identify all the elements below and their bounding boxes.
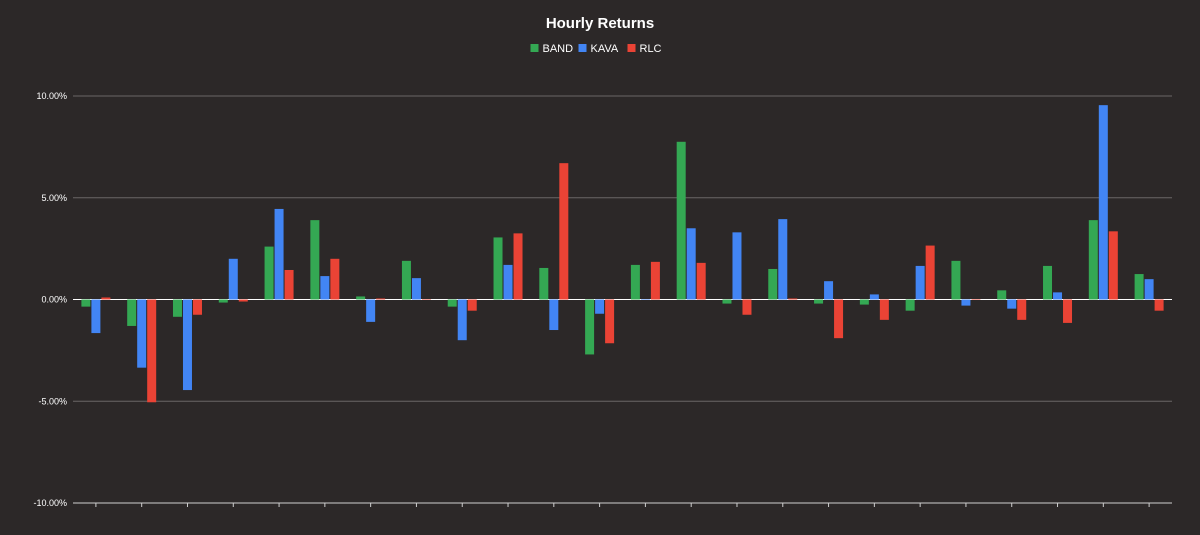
bar-kava-5 bbox=[320, 276, 330, 300]
bar-kava-8 bbox=[457, 299, 467, 341]
bar-band-9 bbox=[493, 237, 503, 300]
bar-band-11 bbox=[585, 299, 595, 355]
bar-rlc-3 bbox=[238, 299, 248, 302]
bar-rlc-17 bbox=[879, 299, 889, 320]
bar-rlc-12 bbox=[650, 261, 660, 300]
legend-label: BAND bbox=[543, 43, 574, 55]
bar-band-16 bbox=[814, 299, 824, 304]
y-tick-label: 5.00% bbox=[41, 193, 67, 203]
y-tick-label: -5.00% bbox=[38, 396, 67, 406]
bar-kava-15 bbox=[778, 219, 788, 300]
bar-band-10 bbox=[539, 267, 549, 300]
bar-rlc-22 bbox=[1108, 231, 1118, 300]
bar-band-7 bbox=[401, 260, 411, 300]
bar-band-0 bbox=[81, 299, 91, 307]
bar-kava-1 bbox=[137, 299, 147, 368]
bar-kava-0 bbox=[91, 299, 101, 334]
bar-kava-4 bbox=[274, 208, 284, 300]
legend-item-rlc: RLC bbox=[627, 43, 662, 55]
y-axis-ticks: 10.00% 5.00% 0.00% -5.00% -10.00% bbox=[33, 91, 67, 508]
bar-kava-18 bbox=[915, 265, 925, 300]
legend: BAND KAVA RLC bbox=[530, 43, 662, 55]
bar-band-17 bbox=[859, 299, 869, 305]
bar-rlc-21 bbox=[1063, 299, 1073, 323]
gridlines bbox=[73, 95, 1172, 402]
bar-kava-2 bbox=[182, 299, 192, 391]
bars bbox=[81, 105, 1164, 403]
legend-label: KAVA bbox=[591, 43, 619, 55]
bar-rlc-23 bbox=[1154, 299, 1164, 311]
bar-kava-10 bbox=[549, 299, 559, 331]
legend-swatch bbox=[627, 44, 636, 52]
bar-kava-14 bbox=[732, 232, 742, 300]
bar-rlc-10 bbox=[559, 163, 569, 300]
bar-rlc-13 bbox=[696, 262, 706, 300]
legend-label: RLC bbox=[640, 43, 662, 55]
bar-band-14 bbox=[722, 299, 732, 304]
bar-kava-22 bbox=[1098, 105, 1108, 300]
bar-kava-23 bbox=[1144, 279, 1154, 300]
bar-rlc-14 bbox=[742, 299, 752, 315]
bar-rlc-1 bbox=[147, 299, 157, 403]
bar-kava-7 bbox=[411, 278, 421, 300]
bar-band-2 bbox=[172, 299, 182, 317]
chart-title: Hourly Returns bbox=[546, 15, 654, 32]
bar-rlc-6 bbox=[376, 298, 386, 300]
bar-kava-3 bbox=[228, 258, 238, 300]
y-tick-label: 0.00% bbox=[41, 295, 67, 305]
legend-swatch bbox=[530, 44, 539, 52]
bar-rlc-5 bbox=[330, 258, 340, 300]
x-axis-ticks bbox=[95, 503, 1150, 507]
bar-kava-9 bbox=[503, 264, 513, 300]
bar-kava-21 bbox=[1053, 292, 1063, 300]
bar-rlc-16 bbox=[834, 299, 844, 339]
bar-band-4 bbox=[264, 246, 274, 300]
bar-rlc-7 bbox=[421, 299, 431, 300]
bar-band-15 bbox=[768, 268, 778, 300]
bar-kava-12 bbox=[640, 299, 650, 300]
y-tick-label: -10.00% bbox=[33, 498, 67, 508]
bar-rlc-4 bbox=[284, 269, 294, 300]
bar-band-19 bbox=[951, 260, 961, 300]
bar-rlc-0 bbox=[101, 297, 111, 300]
bar-kava-11 bbox=[595, 299, 605, 314]
bar-rlc-11 bbox=[605, 299, 615, 344]
bar-band-5 bbox=[310, 220, 320, 300]
bar-rlc-2 bbox=[192, 299, 202, 315]
legend-item-band: BAND bbox=[530, 43, 574, 55]
bar-kava-19 bbox=[961, 299, 971, 306]
bar-rlc-19 bbox=[971, 299, 981, 300]
bar-band-23 bbox=[1134, 274, 1144, 300]
bar-kava-20 bbox=[1007, 299, 1017, 309]
bar-band-1 bbox=[127, 299, 137, 326]
bar-kava-13 bbox=[686, 228, 696, 300]
bar-band-12 bbox=[630, 264, 640, 300]
bar-band-8 bbox=[447, 299, 457, 307]
legend-swatch bbox=[578, 44, 587, 52]
bar-rlc-9 bbox=[513, 233, 523, 300]
bar-band-6 bbox=[356, 296, 366, 300]
legend-item-kava: KAVA bbox=[578, 43, 619, 55]
bar-rlc-8 bbox=[467, 299, 477, 311]
bar-rlc-20 bbox=[1017, 299, 1027, 320]
bar-kava-17 bbox=[869, 294, 879, 300]
bar-band-3 bbox=[218, 299, 228, 303]
bar-band-18 bbox=[905, 299, 915, 311]
bar-kava-6 bbox=[366, 299, 376, 322]
bar-band-13 bbox=[676, 141, 686, 300]
y-tick-label: 10.00% bbox=[36, 91, 67, 101]
bar-band-22 bbox=[1088, 220, 1098, 300]
bar-kava-16 bbox=[824, 281, 834, 300]
bar-rlc-18 bbox=[925, 245, 935, 300]
bar-band-20 bbox=[997, 290, 1007, 300]
bar-rlc-15 bbox=[788, 298, 798, 300]
bar-band-21 bbox=[1043, 265, 1053, 300]
